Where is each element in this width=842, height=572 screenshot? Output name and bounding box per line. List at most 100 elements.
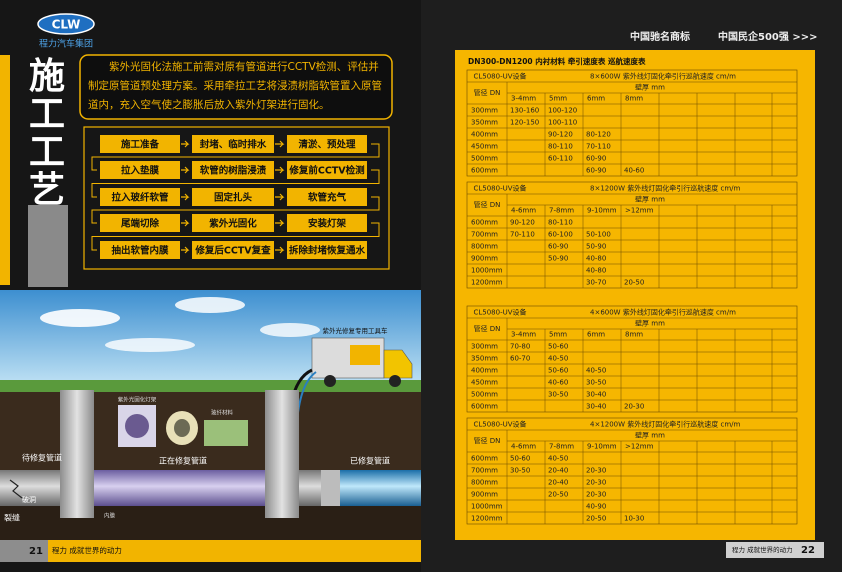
speed-value: 80-110 — [548, 143, 573, 151]
speed-value: 30-40 — [586, 391, 606, 399]
footer-slogan: 程力 成就世界的动力 — [732, 545, 793, 554]
column-label: 3-4mm — [511, 331, 536, 339]
column-label: >12mm — [625, 207, 654, 215]
speed-value: 70-110 — [510, 231, 535, 239]
speed-value: 60-70 — [510, 355, 530, 363]
table-frame — [466, 417, 798, 525]
intro-wrap: 紫外光固化法施工前需对原有管道进行CCTV检测、评估并制定原管道预处理方案。采用… — [88, 61, 382, 111]
flow-step: 封堵、临时排水 — [200, 139, 267, 151]
speed-value: 90-120 — [548, 131, 573, 139]
dn-value: 1000mm — [471, 267, 503, 275]
inset-lamp-core — [125, 414, 149, 438]
table-frame — [466, 69, 798, 177]
flow-step-box — [192, 188, 274, 206]
flow-arrow — [181, 193, 190, 201]
speed-value: 40-50 — [548, 355, 568, 363]
dn-value: 600mm — [471, 403, 498, 411]
speed-value: 50-100 — [586, 231, 611, 239]
dn-value: 500mm — [471, 155, 498, 163]
dn-value: 700mm — [471, 231, 498, 239]
flow-arrow — [181, 219, 190, 227]
speed-value: 60-90 — [586, 155, 606, 163]
inset-fiber — [204, 420, 248, 446]
page-number: 21 — [29, 546, 43, 557]
spec: 8×1200W 紫外线灯固化牵引行巡航速度 cm/m — [590, 184, 741, 193]
speed-value: 40-80 — [586, 267, 606, 275]
repairing-label: 正在修复管道 — [159, 456, 207, 466]
speed-value: 30-70 — [586, 279, 606, 287]
speed-value: 30-50 — [510, 467, 530, 475]
column-label: 9-10mm — [587, 207, 617, 215]
hole-label: 破洞 — [22, 495, 36, 504]
dn-label: 管径 DN — [474, 324, 501, 333]
side-strip — [0, 55, 10, 285]
speed-value: 40-50 — [548, 455, 568, 463]
flow-step-box — [192, 241, 274, 259]
flow-step-box — [192, 214, 274, 232]
dn-value: 600mm — [471, 219, 498, 227]
dn-value: 600mm — [471, 167, 498, 175]
spec: 8×600W 紫外线灯固化牵引行巡航速度 cm/m — [590, 72, 736, 81]
wall-label: 壁厚 mm — [635, 195, 665, 204]
table-frame — [466, 305, 798, 413]
flow-step: 固定扎头 — [214, 192, 253, 204]
column-label: >12mm — [625, 443, 654, 451]
wall-label: 壁厚 mm — [635, 431, 665, 440]
cloud — [175, 297, 245, 313]
equipment: CL5080-UV设备 — [473, 308, 526, 317]
flow-step: 抽出软管内膜 — [111, 245, 169, 257]
intro-text: 紫外光固化法施工前需对原有管道进行CCTV检测、评估并制定原管道预处理方案。采用… — [88, 61, 382, 111]
spec: 4×1200W 紫外线灯固化牵引行巡航速度 cm/m — [590, 420, 741, 429]
dn-value: 600mm — [471, 455, 498, 463]
dn-value: 400mm — [471, 131, 498, 139]
speed-value: 20-50 — [548, 491, 568, 499]
speed-value: 40-90 — [586, 503, 606, 511]
manhole — [265, 390, 299, 518]
flow-frame — [83, 126, 390, 270]
speed-value: 60-110 — [548, 155, 573, 163]
flow-connector — [91, 169, 380, 198]
logo-name: 程力汽车集团 — [39, 38, 93, 50]
speed-value: 60-90 — [548, 243, 568, 251]
column-label: 7-8mm — [549, 207, 574, 215]
dn-value: 450mm — [471, 379, 498, 387]
speed-value: 70-80 — [510, 343, 530, 351]
intro-box — [79, 54, 393, 120]
equipment: CL5080-UV设备 — [473, 420, 526, 429]
flow-step-box — [100, 214, 180, 232]
pipe-repairing — [94, 470, 265, 506]
flow-arrow — [181, 166, 190, 174]
fiber-label: 玻纤材料 — [211, 409, 234, 417]
column-label: 6mm — [587, 331, 605, 339]
pending-label: 待修复管道 — [22, 453, 62, 463]
speed-value: 100-110 — [548, 119, 577, 127]
dn-value: 800mm — [471, 479, 498, 487]
flow-connector — [91, 222, 380, 251]
column-label: 5mm — [549, 95, 567, 103]
column-label: 8mm — [625, 95, 643, 103]
table-title: DN300-DN1200 内衬材料 牵引速度表 巡航速度表 — [468, 56, 646, 66]
flow-step: 软管充气 — [308, 192, 347, 204]
speed-value: 30-40 — [586, 403, 606, 411]
flow-step: 拉入玻纤软管 — [111, 192, 169, 204]
flow-step-box — [100, 188, 180, 206]
column-label: 9-10mm — [587, 443, 617, 451]
lamp-label: 紫外光固化灯架 — [118, 396, 157, 404]
footer-page-box — [0, 540, 48, 562]
speed-value: 40-60 — [624, 167, 644, 175]
liner-label: 内膜 — [104, 512, 116, 520]
flow-arrow — [275, 219, 285, 227]
flow-step: 修复后CCTV复查 — [194, 245, 271, 257]
dn-value: 800mm — [471, 243, 498, 251]
dn-value: 900mm — [471, 491, 498, 499]
flow-arrow — [275, 193, 285, 201]
crack-mark — [9, 479, 23, 499]
cloud — [40, 309, 120, 327]
speed-value: 90-120 — [510, 219, 535, 227]
logo-mark: CLW — [52, 18, 81, 32]
dn-value: 350mm — [471, 119, 498, 127]
speed-value: 20-30 — [586, 491, 606, 499]
flow-step-box — [100, 161, 180, 179]
